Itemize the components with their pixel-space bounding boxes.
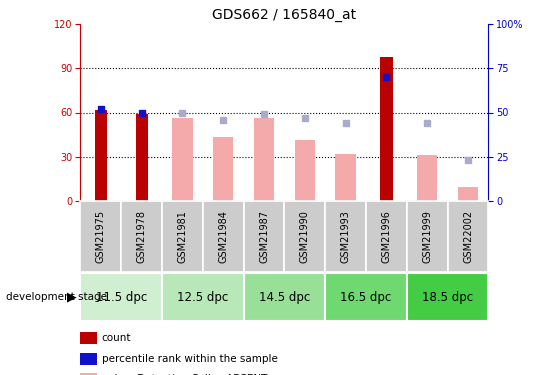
Bar (80, 273, 162, 321)
Bar (135, 114, 148, 201)
Text: count: count (102, 333, 131, 343)
Bar (162, 273, 244, 321)
Bar (325, 201, 366, 272)
Bar (295, 140, 315, 201)
Text: GSM21996: GSM21996 (381, 210, 391, 262)
Text: value, Detection Call = ABSENT: value, Detection Call = ABSENT (102, 374, 267, 375)
Bar (80, 201, 121, 272)
Bar (366, 201, 407, 272)
Text: 12.5 dpc: 12.5 dpc (177, 291, 229, 304)
Text: GSM21993: GSM21993 (341, 210, 351, 262)
Bar (244, 273, 325, 321)
Text: GSM21987: GSM21987 (259, 210, 269, 263)
Text: 18.5 dpc: 18.5 dpc (422, 291, 473, 304)
Text: GSM21990: GSM21990 (300, 210, 310, 262)
Bar (203, 201, 244, 272)
Text: 16.5 dpc: 16.5 dpc (340, 291, 392, 304)
Bar (244, 201, 284, 272)
Bar (95, 110, 107, 201)
Bar (254, 118, 274, 201)
Text: 11.5 dpc: 11.5 dpc (95, 291, 147, 304)
Bar (213, 138, 234, 201)
Bar (458, 188, 478, 201)
Text: GSM21981: GSM21981 (178, 210, 188, 262)
Bar (447, 201, 488, 272)
Text: GSM21999: GSM21999 (422, 210, 432, 262)
Bar (407, 273, 488, 321)
Text: ▶: ▶ (67, 291, 77, 304)
Text: percentile rank within the sample: percentile rank within the sample (102, 354, 278, 363)
Title: GDS662 / 165840_at: GDS662 / 165840_at (213, 8, 356, 22)
Bar (284, 201, 325, 272)
Bar (380, 57, 392, 201)
Text: GSM21975: GSM21975 (96, 210, 106, 263)
Text: GSM21978: GSM21978 (137, 210, 147, 263)
Bar (335, 154, 356, 201)
Text: GSM21984: GSM21984 (218, 210, 228, 262)
Text: development stage: development stage (6, 292, 107, 302)
Bar (325, 273, 407, 321)
Text: GSM22002: GSM22002 (463, 210, 473, 263)
Bar (121, 201, 162, 272)
Bar (417, 155, 437, 201)
Bar (162, 201, 203, 272)
Bar (172, 118, 193, 201)
Bar (407, 201, 447, 272)
Text: 14.5 dpc: 14.5 dpc (259, 291, 310, 304)
